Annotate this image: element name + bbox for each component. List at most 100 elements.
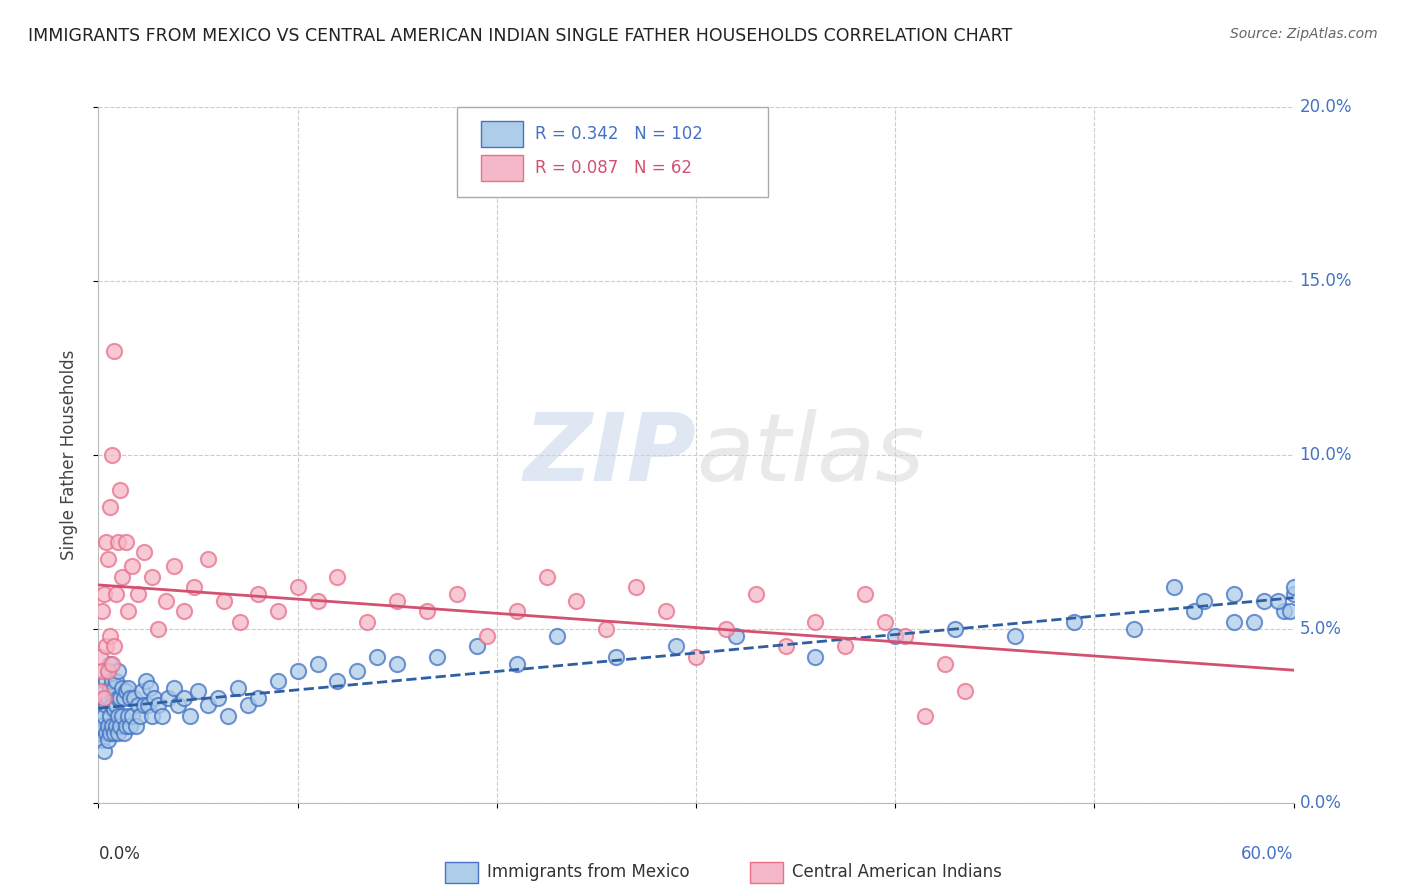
Point	[110, 691, 132, 706]
Point	[1163, 580, 1185, 594]
Point	[246, 587, 269, 601]
Point	[107, 691, 129, 706]
Point	[93, 744, 115, 758]
Point	[107, 726, 129, 740]
FancyBboxPatch shape	[749, 862, 783, 883]
Point	[1267, 594, 1289, 608]
Point	[148, 698, 170, 713]
Point	[173, 605, 195, 619]
Point	[97, 664, 120, 678]
Point	[1282, 587, 1305, 601]
Point	[236, 698, 259, 713]
Point	[103, 343, 125, 358]
Point	[134, 698, 156, 713]
Point	[89, 726, 111, 740]
Point	[107, 708, 129, 723]
Point	[1253, 594, 1275, 608]
Point	[217, 708, 239, 723]
Point	[91, 664, 114, 678]
Point	[98, 657, 122, 671]
Point	[129, 708, 152, 723]
Point	[385, 657, 409, 671]
Point	[91, 691, 114, 706]
Point	[110, 719, 132, 733]
Point	[105, 719, 128, 733]
Point	[135, 674, 157, 689]
Text: 20.0%: 20.0%	[1299, 98, 1353, 116]
Point	[875, 615, 897, 629]
Point	[595, 622, 617, 636]
Point	[96, 639, 118, 653]
Point	[139, 681, 162, 695]
Point	[101, 448, 124, 462]
Point	[804, 615, 827, 629]
Point	[127, 698, 149, 713]
Point	[1063, 615, 1085, 629]
Point	[111, 708, 134, 723]
Text: IMMIGRANTS FROM MEXICO VS CENTRAL AMERICAN INDIAN SINGLE FATHER HOUSEHOLDS CORRE: IMMIGRANTS FROM MEXICO VS CENTRAL AMERIC…	[28, 27, 1012, 45]
Point	[326, 570, 349, 584]
Point	[103, 639, 125, 653]
Point	[117, 605, 139, 619]
Text: Immigrants from Mexico: Immigrants from Mexico	[486, 863, 689, 881]
Point	[105, 698, 128, 713]
Point	[120, 719, 142, 733]
Point	[103, 726, 125, 740]
Point	[121, 559, 143, 574]
Point	[121, 708, 143, 723]
Point	[229, 615, 252, 629]
Point	[207, 691, 229, 706]
Point	[115, 719, 138, 733]
Point	[475, 629, 498, 643]
Point	[267, 605, 290, 619]
Point	[287, 580, 309, 594]
Point	[110, 483, 132, 497]
Point	[624, 580, 647, 594]
Text: Central American Indians: Central American Indians	[792, 863, 1001, 881]
Point	[93, 684, 115, 698]
Point	[1004, 629, 1026, 643]
Point	[117, 681, 139, 695]
Point	[91, 733, 114, 747]
Point	[134, 545, 156, 559]
Point	[834, 639, 856, 653]
Text: Source: ZipAtlas.com: Source: ZipAtlas.com	[1230, 27, 1378, 41]
Point	[346, 664, 368, 678]
Point	[894, 629, 917, 643]
Point	[124, 691, 146, 706]
Point	[884, 629, 907, 643]
Point	[111, 570, 134, 584]
Point	[1222, 615, 1246, 629]
Point	[307, 594, 329, 608]
Text: R = 0.087   N = 62: R = 0.087 N = 62	[534, 160, 692, 178]
Point	[98, 681, 122, 695]
Point	[101, 719, 124, 733]
FancyBboxPatch shape	[457, 107, 768, 197]
Point	[96, 534, 118, 549]
Point	[267, 674, 290, 689]
Point	[141, 570, 163, 584]
Point	[212, 594, 235, 608]
Point	[97, 664, 120, 678]
Point	[724, 629, 747, 643]
FancyBboxPatch shape	[481, 155, 523, 181]
Point	[163, 681, 186, 695]
Point	[89, 684, 111, 698]
Point	[96, 674, 118, 689]
Point	[953, 684, 976, 698]
Point	[91, 605, 114, 619]
Point	[665, 639, 688, 653]
Text: R = 0.342   N = 102: R = 0.342 N = 102	[534, 125, 703, 144]
Point	[804, 649, 827, 664]
Y-axis label: Single Father Households: Single Father Households	[59, 350, 77, 560]
Point	[98, 500, 122, 514]
Point	[115, 534, 138, 549]
Point	[115, 684, 138, 698]
Point	[446, 587, 468, 601]
Point	[1278, 605, 1301, 619]
Point	[105, 674, 128, 689]
Point	[934, 657, 956, 671]
Point	[506, 605, 529, 619]
Text: 15.0%: 15.0%	[1299, 272, 1353, 290]
Point	[157, 691, 180, 706]
